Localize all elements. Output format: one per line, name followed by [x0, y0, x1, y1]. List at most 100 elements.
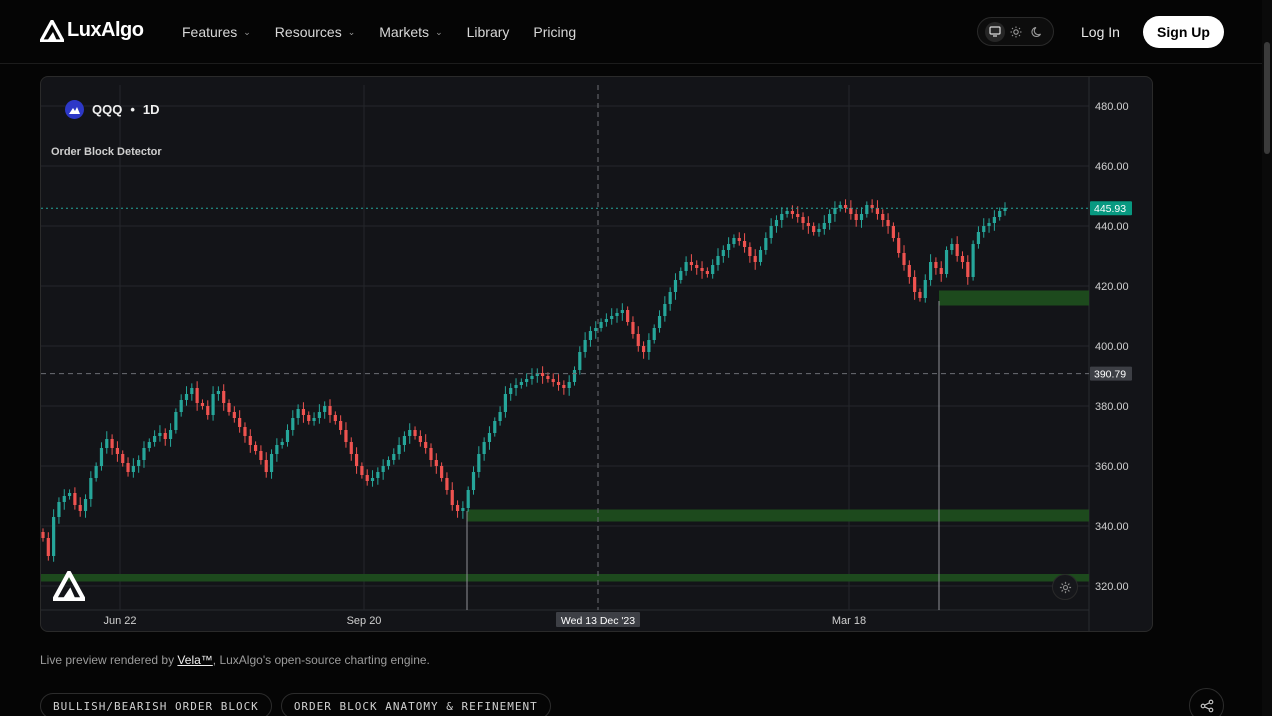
candle-body	[99, 448, 104, 466]
candle-body	[301, 409, 306, 415]
candle-body	[663, 304, 667, 316]
candle-body	[599, 322, 603, 328]
candlestick-chart[interactable]: 480.00 460.00 440.00 420.00 400.00 380.00 360.…	[41, 77, 1153, 632]
theme-system-button[interactable]	[984, 21, 1005, 42]
menu-item-library[interactable]: Library	[467, 24, 510, 40]
signup-button[interactable]: Sign Up	[1143, 16, 1224, 48]
candle-body	[503, 394, 507, 412]
candle-body	[1003, 208, 1007, 211]
candle-body	[94, 466, 98, 478]
candle-body	[944, 250, 949, 274]
theme-dark-button[interactable]	[1027, 22, 1047, 42]
candle-body	[248, 436, 252, 445]
candle-body	[466, 490, 470, 508]
candle-body	[461, 508, 465, 511]
candle-body	[982, 226, 986, 232]
menu-item-resources[interactable]: Resources ⌄	[275, 24, 355, 40]
y-tick-label: 420.00	[1095, 281, 1129, 293]
candle-body	[514, 385, 518, 388]
candle-body	[216, 391, 220, 394]
chart-caption: Live preview rendered by Vela™, LuxAlgo'…	[40, 653, 430, 667]
chart-settings-button[interactable]	[1052, 574, 1078, 600]
candle-body	[556, 382, 561, 385]
candle-body	[987, 223, 991, 226]
candle-body	[588, 331, 593, 340]
vela-link[interactable]: Vela™	[177, 653, 213, 667]
candle-body	[976, 232, 981, 244]
moon-icon	[1030, 26, 1041, 37]
x-tick-label: Jun 22	[103, 615, 136, 627]
candle-body	[307, 415, 311, 421]
menu-item-markets[interactable]: Markets ⌄	[379, 24, 442, 40]
candle-body	[418, 436, 422, 442]
theme-light-button[interactable]	[1006, 22, 1026, 42]
candle-body	[163, 433, 167, 439]
candle-body	[907, 265, 911, 277]
candle-body	[742, 241, 747, 247]
tag-bullish-bearish[interactable]: BULLISH/BEARISH ORDER BLOCK	[40, 693, 272, 716]
candle-body	[657, 316, 662, 328]
tag-anatomy-refinement[interactable]: ORDER BLOCK ANATOMY & REFINEMENT	[280, 693, 551, 716]
candle-body	[52, 517, 56, 556]
candle-body	[381, 466, 385, 472]
last-price-badge	[1090, 201, 1132, 216]
candle-body	[886, 220, 890, 226]
candle-body	[445, 478, 449, 490]
candle-body	[365, 475, 369, 481]
candle-body	[822, 223, 826, 229]
chevron-down-icon: ⌄	[347, 26, 356, 37]
candle-body	[567, 382, 571, 388]
candle-body	[397, 445, 401, 454]
candle-body	[679, 271, 683, 280]
candle-body	[317, 412, 321, 418]
candle-body	[541, 373, 545, 376]
candle-body	[73, 493, 77, 505]
candle-body	[323, 406, 327, 412]
candle-body	[328, 406, 332, 415]
candle-body	[211, 394, 215, 415]
page-scrollbar[interactable]	[1262, 0, 1272, 716]
candle-body	[748, 247, 752, 256]
y-tick-label: 360.00	[1095, 461, 1129, 473]
x-tick-label: Mar 18	[832, 615, 866, 627]
candle-body	[408, 430, 412, 436]
candle-body	[689, 262, 694, 265]
candle-body	[583, 340, 587, 352]
crosshair-price-badge	[1090, 366, 1132, 381]
candle-body	[243, 427, 247, 436]
menu-item-features[interactable]: Features ⌄	[182, 24, 251, 40]
candle-body	[147, 442, 151, 448]
brand-logo[interactable]: LuxAlgo	[40, 19, 144, 42]
candle-body	[604, 319, 608, 322]
chevron-down-icon: ⌄	[243, 26, 251, 37]
candle-body	[843, 205, 848, 208]
candle-body	[291, 418, 295, 430]
candle-body	[105, 439, 109, 448]
symbol-interval: 1D	[142, 102, 160, 117]
login-link[interactable]: Log In	[1081, 24, 1120, 40]
candle-body	[354, 454, 359, 466]
menu-item-pricing[interactable]: Pricing	[533, 24, 576, 40]
candle-body	[711, 265, 715, 274]
y-tick-label: 380.00	[1095, 401, 1129, 413]
candle-body	[253, 445, 258, 451]
candle-body	[817, 229, 821, 232]
candle-body	[812, 226, 816, 232]
candle-body	[498, 412, 502, 421]
y-tick-label: 400.00	[1095, 341, 1129, 353]
candle-body	[153, 436, 157, 442]
candle-body	[551, 379, 555, 382]
share-button[interactable]	[1189, 688, 1224, 716]
candle-body	[764, 238, 768, 250]
candle-body	[647, 340, 651, 352]
candle-body	[46, 538, 50, 556]
brand-name: LuxAlgo	[67, 19, 144, 41]
candle-body	[913, 277, 917, 292]
candle-body	[620, 310, 624, 313]
candle-body	[115, 448, 120, 454]
candle-body	[955, 244, 959, 256]
menu-label: Library	[466, 24, 510, 40]
candle-body	[668, 292, 672, 304]
candle-body	[349, 442, 353, 454]
scrollbar-thumb[interactable]	[1264, 42, 1270, 154]
